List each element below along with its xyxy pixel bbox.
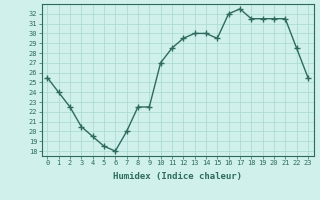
- X-axis label: Humidex (Indice chaleur): Humidex (Indice chaleur): [113, 172, 242, 181]
